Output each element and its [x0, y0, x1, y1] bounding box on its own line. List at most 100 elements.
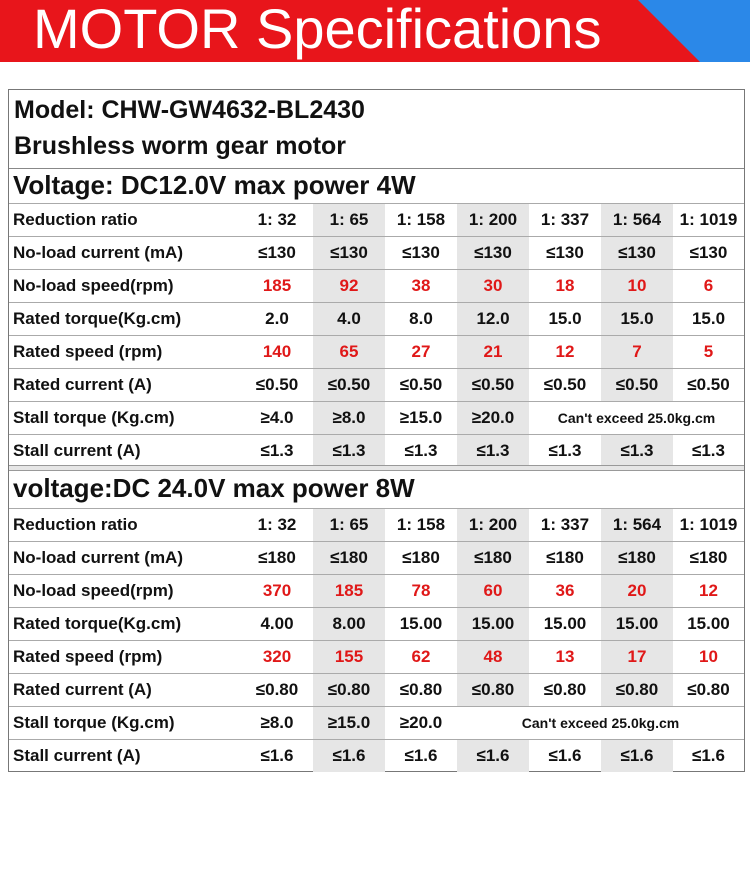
value-cell: ≤130: [457, 236, 529, 270]
value-cell: ≤0.50: [601, 368, 673, 402]
value-cell: 1: 200: [457, 508, 529, 542]
value-cell: ≤0.50: [385, 368, 457, 402]
value-cell: 15.0: [601, 302, 673, 336]
value-cell: 5: [673, 335, 744, 369]
value-cell: 15.00: [385, 607, 457, 641]
value-cell: 62: [385, 640, 457, 674]
stall-torque-note: Can't exceed 25.0kg.cm: [457, 706, 744, 740]
row-label: Rated speed (rpm): [9, 335, 241, 369]
spec-row: Stall current (A) ≤1.6 ≤1.6 ≤1.6 ≤1.6 ≤1.6 ≤1.…: [9, 739, 744, 772]
section1-table: Reduction ratio 1: 32 1: 65 1: 158 1: 200 1: …: [9, 203, 744, 467]
value-cell: 15.0: [673, 302, 744, 336]
value-cell: 1: 65: [313, 508, 385, 542]
spec-row: Rated current (A) ≤0.80 ≤0.80 ≤0.80 ≤0.80 ≤0.…: [9, 673, 744, 707]
value-cell: ≥8.0: [241, 706, 313, 740]
value-cell: ≤0.80: [529, 673, 601, 707]
row-label: Rated current (A): [9, 673, 241, 707]
value-cell: ≤180: [529, 541, 601, 575]
value-cell: ≤1.6: [601, 739, 673, 772]
value-cell: 20: [601, 574, 673, 608]
value-cell: ≤180: [241, 541, 313, 575]
value-cell: ≤130: [529, 236, 601, 270]
value-cell: ≤1.6: [457, 739, 529, 772]
value-cell: ≤180: [601, 541, 673, 575]
value-cell: ≤1.6: [241, 739, 313, 772]
spec-row: Stall torque (Kg.cm) ≥4.0 ≥8.0 ≥15.0 ≥20.0 Ca…: [9, 401, 744, 435]
spec-row: No-load speed(rpm) 370 185 78 60 36 20 12: [9, 574, 744, 608]
value-cell: 1: 337: [529, 203, 601, 237]
value-cell: 1: 200: [457, 203, 529, 237]
spec-row: Stall torque (Kg.cm) ≥8.0 ≥15.0 ≥20.0 Can't …: [9, 706, 744, 740]
row-label: Rated torque(Kg.cm): [9, 607, 241, 641]
value-cell: ≤0.50: [529, 368, 601, 402]
value-cell: 2.0: [241, 302, 313, 336]
value-cell: 78: [385, 574, 457, 608]
value-cell: ≤1.3: [385, 434, 457, 467]
value-cell: ≤1.3: [457, 434, 529, 467]
row-label: No-load current (mA): [9, 236, 241, 270]
value-cell: ≥4.0: [241, 401, 313, 435]
row-label: No-load current (mA): [9, 541, 241, 575]
banner-title: MOTOR Specifications: [33, 0, 602, 60]
value-cell: ≤0.80: [673, 673, 744, 707]
value-cell: ≤0.50: [457, 368, 529, 402]
spec-row: Rated current (A) ≤0.50 ≤0.50 ≤0.50 ≤0.50 ≤0.…: [9, 368, 744, 402]
value-cell: 15.0: [529, 302, 601, 336]
value-cell: 12: [529, 335, 601, 369]
spec-row: No-load speed(rpm) 185 92 38 30 18 10 6: [9, 269, 744, 303]
value-cell: ≤1.3: [241, 434, 313, 467]
value-cell: 4.0: [313, 302, 385, 336]
value-cell: ≤130: [313, 236, 385, 270]
value-cell: ≤1.3: [601, 434, 673, 467]
value-cell: ≥15.0: [313, 706, 385, 740]
spec-row: Rated torque(Kg.cm) 4.00 8.00 15.00 15.00 15.…: [9, 607, 744, 641]
row-label: No-load speed(rpm): [9, 269, 241, 303]
value-cell: 10: [673, 640, 744, 674]
spec-sheet: Model: CHW-GW4632-BL2430 Brushless worm …: [8, 89, 745, 772]
row-label: Rated torque(Kg.cm): [9, 302, 241, 336]
value-cell: ≤180: [673, 541, 744, 575]
title-banner: MOTOR Specifications: [0, 0, 750, 62]
value-cell: ≤1.3: [673, 434, 744, 467]
value-cell: 17: [601, 640, 673, 674]
value-cell: 18: [529, 269, 601, 303]
row-label: Reduction ratio: [9, 203, 241, 237]
value-cell: 1: 564: [601, 508, 673, 542]
value-cell: 1: 564: [601, 203, 673, 237]
banner-accent-fill: [700, 0, 750, 62]
stall-torque-note: Can't exceed 25.0kg.cm: [529, 401, 744, 435]
section1-heading: Voltage: DC12.0V max power 4W: [13, 170, 416, 200]
value-cell: ≤130: [241, 236, 313, 270]
value-cell: 15.00: [457, 607, 529, 641]
value-cell: 185: [241, 269, 313, 303]
value-cell: 30: [457, 269, 529, 303]
row-label: Rated current (A): [9, 368, 241, 402]
row-label: No-load speed(rpm): [9, 574, 241, 608]
value-cell: 12: [673, 574, 744, 608]
value-cell: ≤1.3: [313, 434, 385, 467]
value-cell: ≤0.50: [313, 368, 385, 402]
value-cell: 320: [241, 640, 313, 674]
value-cell: 65: [313, 335, 385, 369]
value-cell: ≤130: [673, 236, 744, 270]
value-cell: ≤1.6: [673, 739, 744, 772]
value-cell: 15.00: [529, 607, 601, 641]
value-cell: 60: [457, 574, 529, 608]
value-cell: ≥20.0: [457, 401, 529, 435]
spec-row: Reduction ratio 1: 32 1: 65 1: 158 1: 200 1: …: [9, 508, 744, 542]
value-cell: ≤1.6: [313, 739, 385, 772]
value-cell: 1: 337: [529, 508, 601, 542]
row-label: Stall current (A): [9, 434, 241, 467]
value-cell: 4.00: [241, 607, 313, 641]
section2-table: Reduction ratio 1: 32 1: 65 1: 158 1: 200 1: …: [9, 508, 744, 772]
row-label: Rated speed (rpm): [9, 640, 241, 674]
spec-row: Rated speed (rpm) 320 155 62 48 13 17 10: [9, 640, 744, 674]
row-label: Stall torque (Kg.cm): [9, 706, 241, 740]
value-cell: 1: 158: [385, 203, 457, 237]
value-cell: 185: [313, 574, 385, 608]
value-cell: ≤0.80: [241, 673, 313, 707]
divider: [9, 168, 744, 169]
value-cell: 7: [601, 335, 673, 369]
value-cell: ≤180: [313, 541, 385, 575]
value-cell: 15.00: [601, 607, 673, 641]
